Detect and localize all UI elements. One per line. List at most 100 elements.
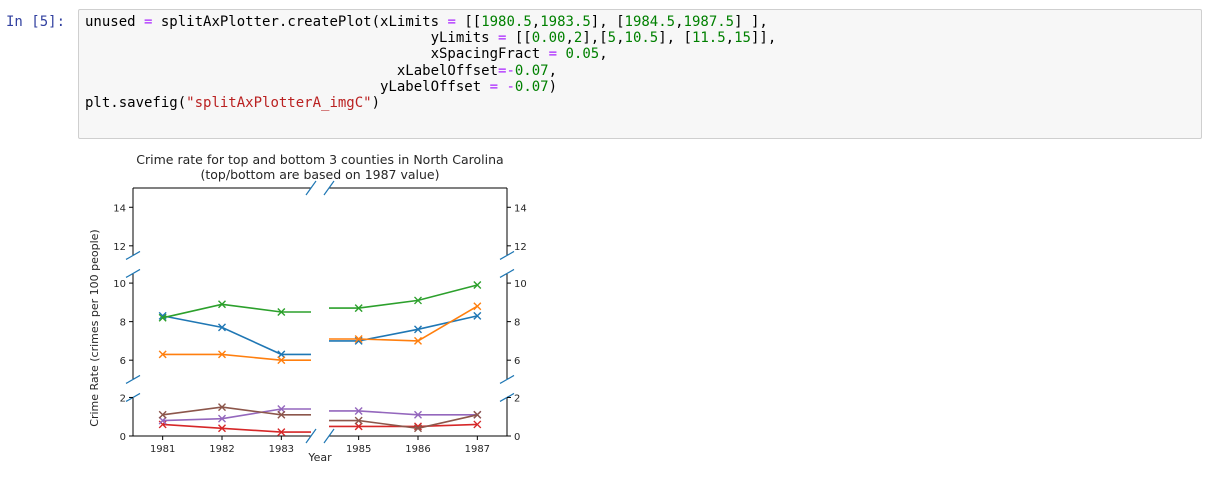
x-axis-label: Year [307, 451, 332, 464]
code-token: =- [498, 62, 515, 79]
code-token: yLimits [85, 30, 499, 47]
chart-subtitle: (top/bottom are based on 1987 value) [201, 167, 440, 182]
series-line [158, 405, 482, 425]
split-axis-chart: Crime rate for top and bottom 3 counties… [88, 152, 527, 464]
data-point-marker [277, 350, 286, 359]
code-token: ],[ [582, 30, 608, 47]
y-tick-label: 6 [514, 356, 520, 367]
y-tick-label: 12 [113, 242, 126, 253]
code-token: [[ [455, 14, 482, 30]
data-point-marker [218, 403, 226, 412]
code-token: - [506, 78, 515, 95]
code-token: yLabelOffset [85, 78, 490, 95]
y-tick-label: 10 [514, 279, 527, 290]
series-path [329, 410, 478, 416]
y-tick-label: 0 [514, 432, 520, 443]
cell-prompt: In [5]: [6, 14, 66, 30]
y-tick-label: 6 [120, 356, 126, 367]
x-tick-label: 1985 [346, 444, 371, 455]
code-token: 1984.5 [624, 14, 676, 30]
y-tick-label: 14 [514, 203, 527, 214]
data-point-marker [158, 410, 167, 419]
code-token: ] ], [734, 14, 768, 30]
code-token: 5 [607, 30, 617, 47]
y-tick-label: 2 [120, 393, 126, 404]
code-token: , [531, 14, 541, 30]
code-token: = [498, 30, 507, 47]
code-token: = [489, 78, 499, 95]
code-token: 15 [734, 30, 751, 47]
break-mark [499, 374, 515, 384]
series-line [158, 302, 482, 365]
code-token: 11.5 [691, 30, 726, 47]
code-cell-input[interactable]: unused = splitAxPlotter.createPlot(xLimi… [78, 9, 1202, 139]
code-token: 1983.5 [540, 14, 591, 30]
series-path [162, 423, 311, 433]
code-token: 1987.5 [683, 14, 735, 30]
code-token: = [447, 14, 456, 30]
data-point-marker [158, 416, 167, 425]
x-tick-label: 1981 [150, 444, 175, 455]
data-point-marker [354, 304, 363, 313]
y-tick-label: 8 [514, 318, 520, 329]
break-mark [305, 180, 317, 196]
data-point-marker [158, 350, 167, 359]
data-point-marker [414, 410, 422, 419]
code-token: xSpacingFract [85, 46, 549, 63]
code-token: splitAxPlotter.createPlot(xLimits [152, 14, 448, 30]
code-token: ], [ [658, 30, 692, 47]
data-point-marker [277, 356, 286, 365]
series-line [158, 403, 482, 433]
data-point-marker [354, 422, 363, 431]
series-path [329, 315, 478, 342]
code-token: 0.05 [565, 46, 600, 63]
data-point-marker [218, 424, 226, 433]
y-tick-label: 14 [113, 203, 126, 214]
code-token: 0.07 [514, 78, 549, 95]
series-path [162, 303, 311, 319]
break-mark [323, 180, 335, 196]
code-token: , [725, 30, 735, 47]
data-point-marker [277, 428, 286, 437]
plot-output: Crime rate for top and bottom 3 counties… [80, 148, 550, 472]
data-point-marker [277, 410, 286, 419]
y-tick-label: 10 [113, 279, 126, 290]
code-token: unused [85, 14, 145, 30]
y-axis-label: Crime Rate (crimes per 100 people) [88, 229, 101, 426]
x-tick-label: 1987 [465, 444, 490, 455]
series-group [158, 281, 482, 437]
code-token: xLabelOffset [85, 62, 499, 79]
chart-title: Crime rate for top and bottom 3 counties… [136, 152, 503, 167]
series-path [329, 423, 478, 428]
data-point-marker [414, 424, 422, 433]
code-token: ], [ [590, 14, 625, 30]
data-point-marker [158, 311, 167, 320]
data-point-marker [158, 313, 167, 322]
code-token: "splitAxPlotterA_imgC" [186, 95, 372, 112]
series-path [162, 406, 311, 416]
data-point-marker [473, 420, 482, 429]
code-text[interactable]: unused = splitAxPlotter.createPlot(xLimi… [79, 10, 1201, 111]
x-tick-label: 1982 [209, 444, 234, 455]
series-path [329, 414, 478, 430]
code-token: 10.5 [624, 30, 659, 47]
data-point-marker [277, 308, 286, 316]
data-point-marker [218, 350, 226, 359]
data-point-marker [473, 302, 482, 311]
code-token: [[ [506, 30, 532, 47]
code-token: ) [548, 78, 558, 95]
code-token: 0.07 [514, 62, 549, 79]
code-token: , [599, 46, 608, 63]
code-token: , [565, 30, 574, 47]
break-mark [323, 428, 335, 444]
break-mark [125, 268, 141, 278]
axes-group: 0 0 2 2 6 6 8 8 10 10 12 12 14 14 1981 1982 1983 1985 1986… [113, 180, 527, 455]
series-path [329, 284, 478, 309]
code-token: 0.00 [531, 30, 566, 47]
series-line [158, 311, 482, 359]
break-mark [499, 250, 515, 260]
series-path [162, 353, 311, 361]
data-point-marker [473, 281, 482, 290]
y-tick-label: 12 [514, 242, 527, 253]
series-path [162, 315, 311, 356]
